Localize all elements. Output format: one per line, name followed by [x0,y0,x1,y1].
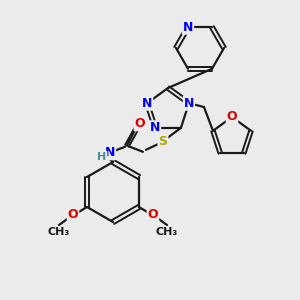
Text: N: N [150,121,160,134]
Text: CH₃: CH₃ [48,227,70,237]
Text: N: N [142,97,152,110]
Text: H: H [97,152,106,162]
Text: S: S [158,135,167,148]
Text: O: O [148,208,158,221]
Text: O: O [227,110,237,124]
Text: N: N [183,21,193,34]
Text: N: N [184,97,194,110]
Text: O: O [135,117,145,130]
Text: N: N [105,146,115,159]
Text: O: O [68,208,78,221]
Text: CH₃: CH₃ [156,227,178,237]
